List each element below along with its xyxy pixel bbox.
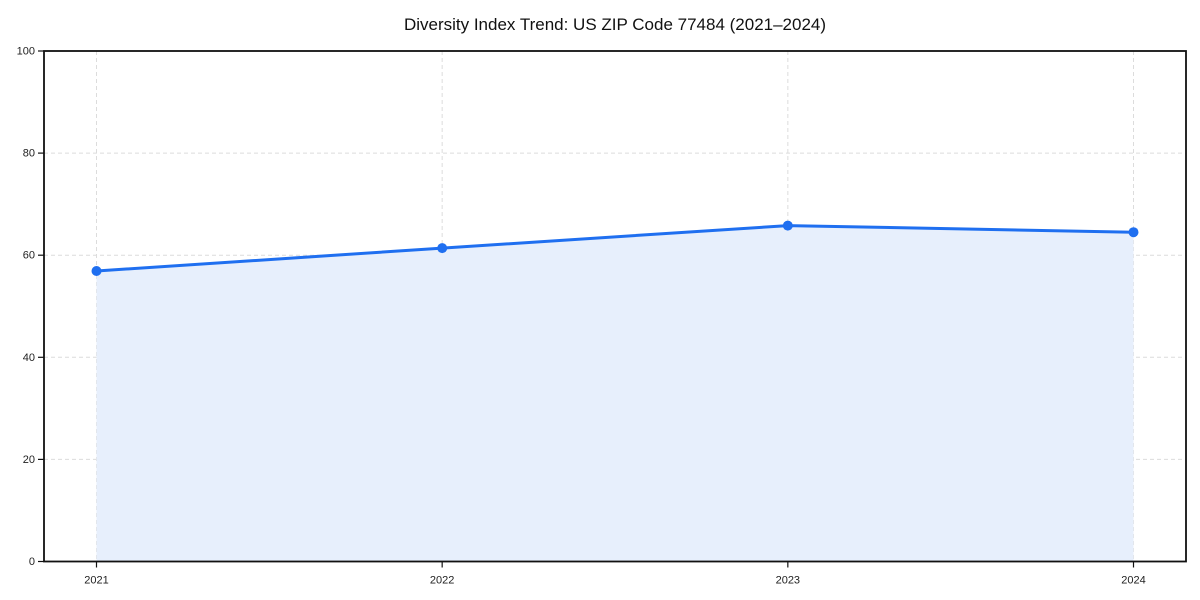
axes-spines (43, 50, 1187, 563)
data-point-marker (437, 243, 448, 254)
data-point-marker (1128, 227, 1139, 238)
axis-ticks: 0 20 40 60 80 100 2021 2022 2023 2024 (17, 46, 1146, 587)
data-point-marker (782, 220, 793, 231)
x-tick-label: 2021 (84, 575, 108, 587)
y-tick-label: 80 (23, 148, 35, 160)
plot-frame (43, 50, 1187, 563)
y-tick-label: 20 (23, 454, 35, 466)
x-tick-label: 2022 (430, 575, 454, 587)
trend-line (95, 224, 1135, 273)
series-line (95, 224, 1135, 273)
data-points (91, 220, 1139, 276)
series-area (96, 225, 1134, 562)
y-tick-label: 100 (17, 46, 35, 58)
y-tick-label: 60 (23, 250, 35, 262)
x-tick-label: 2023 (776, 575, 800, 587)
chart-title: Diversity Index Trend: US ZIP Code 77484… (404, 15, 826, 34)
data-point-marker (91, 266, 102, 276)
y-tick-label: 0 (29, 556, 35, 568)
x-tick-label: 2024 (1121, 575, 1145, 587)
area-fill (96, 225, 1134, 562)
y-tick-label: 40 (23, 352, 35, 364)
